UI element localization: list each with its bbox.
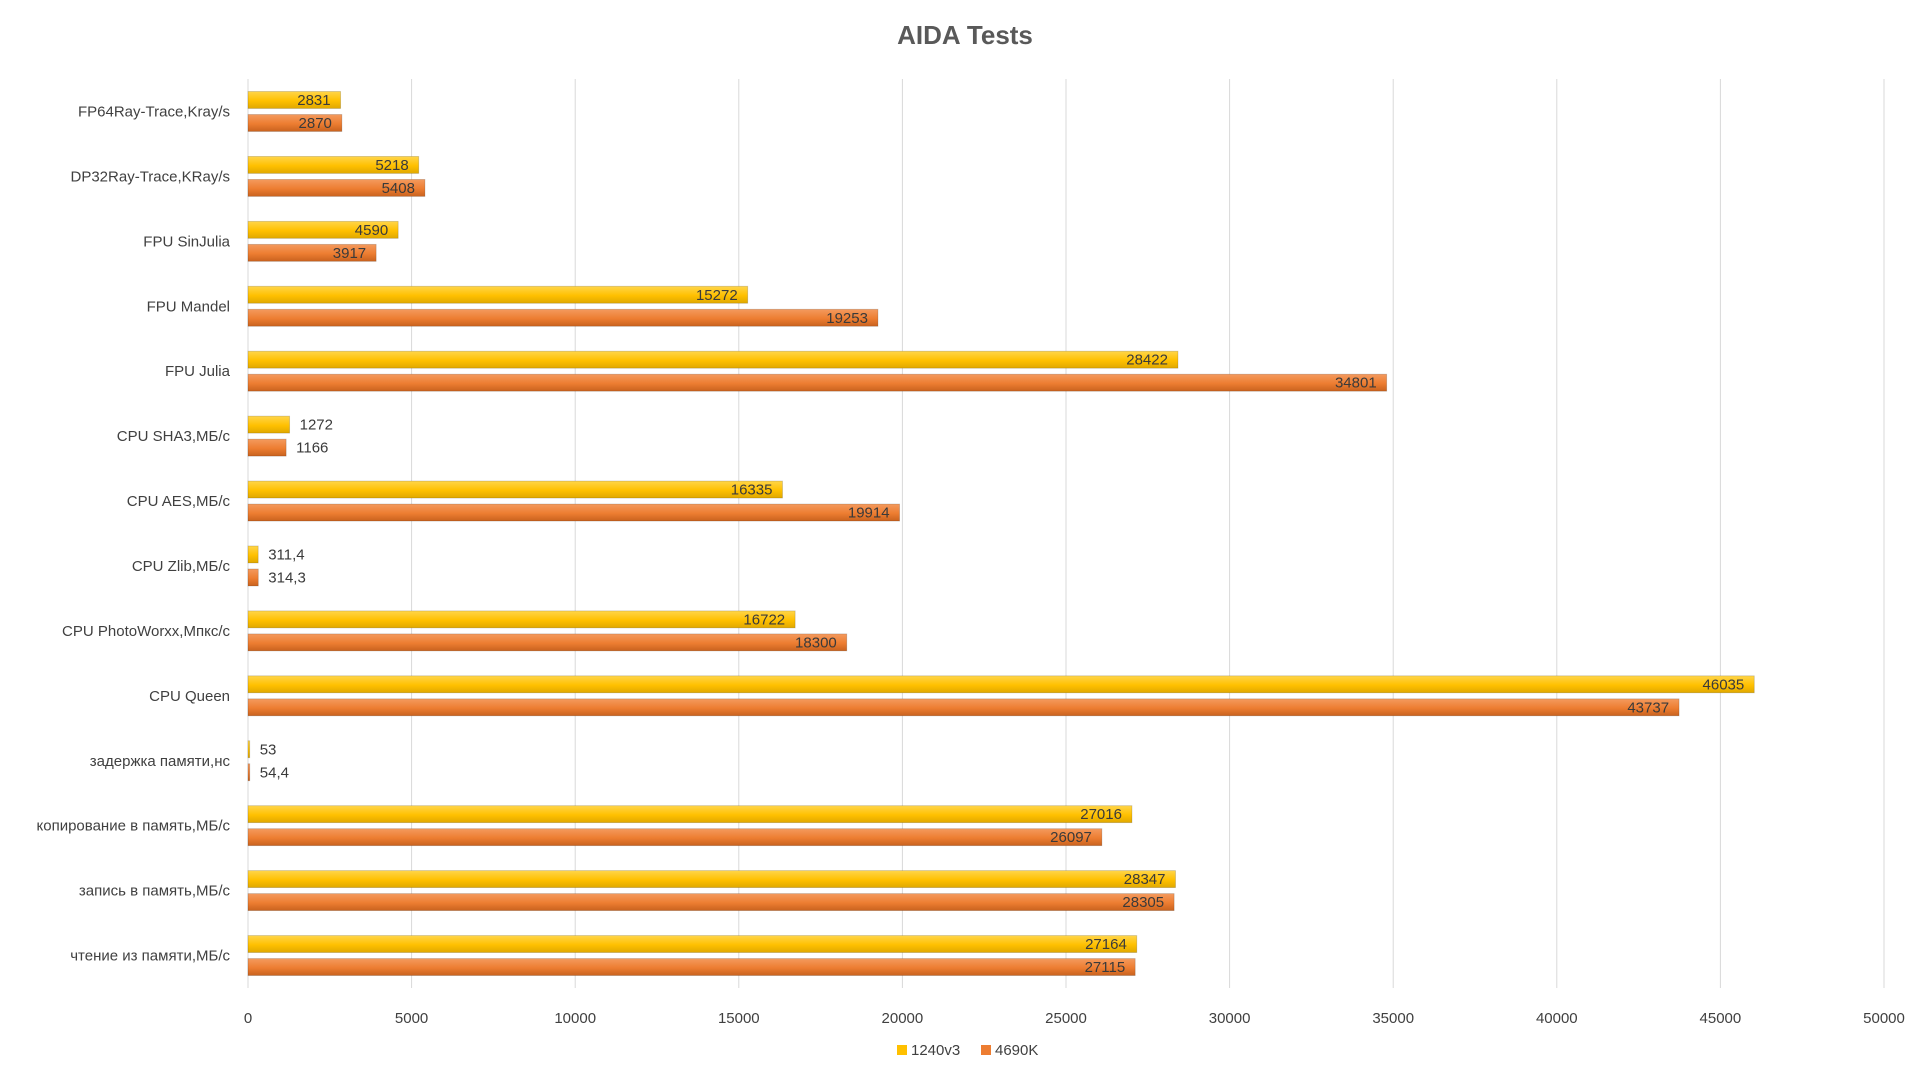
data-label: 2831: [297, 92, 330, 109]
bar-1240v3-2: [247, 220, 399, 239]
legend: 1240v3 4690K: [897, 1042, 1038, 1059]
data-labels: 2831 2870 5218 5408 4590 3917 15272 19253 28422 3…: [260, 92, 1745, 976]
bar-4690K-5: [247, 438, 287, 457]
chart-title: AIDA Tests: [897, 20, 1033, 50]
data-label: 54,4: [260, 764, 289, 781]
bar-1240v3-6: [247, 480, 783, 499]
x-tick-label: 30000: [1209, 1010, 1251, 1027]
gridlines: [247, 79, 1885, 988]
data-label: 16722: [743, 611, 785, 628]
data-label: 2870: [299, 115, 332, 132]
data-label: 34801: [1335, 375, 1377, 392]
data-label: 28422: [1126, 352, 1168, 369]
data-label: 5218: [375, 157, 408, 174]
data-label: 15272: [696, 287, 738, 304]
bar-4690K-13: [247, 958, 1136, 976]
category-label: FP64Ray-Trace,Kray/s: [78, 103, 230, 120]
axes: 0 5000 10000 15000 20000 25000 30000 35000 40000…: [37, 103, 1905, 1027]
bar-4690K-8: [247, 633, 848, 652]
category-label: запись в память,МБ/с: [79, 883, 231, 900]
data-label: 18300: [795, 634, 837, 651]
x-tick-label: 10000: [554, 1010, 596, 1027]
bar-4690K-4: [247, 373, 1388, 392]
x-tick-label: 15000: [718, 1010, 760, 1027]
bar-4690K-1: [247, 178, 426, 197]
data-label: 1272: [300, 417, 333, 434]
x-tick-label: 45000: [1700, 1010, 1742, 1027]
category-label: CPU AES,МБ/с: [127, 493, 231, 510]
x-tick-label: 35000: [1372, 1010, 1414, 1027]
category-label: CPU Zlib,МБ/с: [132, 558, 231, 575]
x-tick-label: 5000: [395, 1010, 428, 1027]
bar-4690K-9: [247, 698, 1680, 717]
bar-1240v3-8: [247, 610, 796, 629]
bar-1240v3-11: [247, 805, 1133, 824]
data-label: 27016: [1080, 806, 1122, 823]
data-label: 46035: [1703, 676, 1745, 693]
bar-1240v3-0: [247, 91, 342, 109]
category-label: задержка памяти,нс: [90, 753, 231, 770]
bar-1240v3-1: [247, 155, 420, 174]
bar-4690K-12: [247, 893, 1175, 912]
category-label: CPU SHA3,МБ/с: [117, 428, 231, 445]
category-label: чтение из памяти,МБ/с: [70, 948, 230, 965]
bar-1240v3-3: [247, 285, 749, 304]
bar-4690K-2: [247, 243, 377, 262]
data-label: 4590: [355, 222, 388, 239]
legend-swatch-4690K: [981, 1045, 991, 1055]
data-label: 3917: [333, 245, 366, 262]
category-label: DP32Ray-Trace,KRay/s: [71, 168, 231, 185]
data-label: 16335: [731, 482, 773, 499]
bar-1240v3-9: [247, 675, 1755, 694]
data-label: 28347: [1124, 871, 1166, 888]
bar-1240v3-4: [247, 350, 1179, 369]
x-tick-label: 50000: [1863, 1010, 1905, 1027]
bar-1240v3-7: [247, 545, 259, 564]
data-label: 43737: [1627, 699, 1669, 716]
bar-1240v3-13: [247, 935, 1138, 953]
bar-1240v3-10: [247, 740, 251, 759]
bar-4690K-3: [247, 308, 879, 327]
bar-4690K-11: [247, 828, 1103, 847]
data-label: 27115: [1085, 959, 1126, 976]
category-label: FPU Mandel: [147, 298, 230, 315]
bar-4690K-0: [247, 114, 343, 132]
data-label: 1166: [296, 440, 328, 457]
x-tick-label: 40000: [1536, 1010, 1578, 1027]
category-label: CPU PhotoWorxx,Мпкс/с: [62, 623, 230, 640]
bar-1240v3-5: [247, 415, 291, 434]
category-label: FPU SinJulia: [143, 233, 230, 250]
data-label: 311,4: [268, 546, 304, 563]
category-label: копирование в память,МБ/с: [37, 818, 231, 835]
x-tick-label: 0: [244, 1010, 252, 1027]
x-tick-label: 25000: [1045, 1010, 1087, 1027]
x-tick-label: 20000: [882, 1010, 924, 1027]
data-label: 19914: [848, 505, 890, 522]
bar-1240v3-12: [247, 870, 1176, 889]
legend-swatch-1240v3: [897, 1045, 907, 1055]
bar-4690K-7: [247, 568, 259, 587]
data-label: 19253: [826, 310, 868, 327]
data-label: 53: [260, 741, 277, 758]
category-label: FPU Julia: [165, 363, 231, 380]
data-label: 5408: [382, 180, 415, 197]
bars: [247, 91, 1755, 976]
data-label: 314,3: [268, 569, 306, 586]
data-label: 28305: [1122, 894, 1164, 911]
data-label: 27164: [1085, 936, 1127, 953]
data-label: 26097: [1050, 829, 1092, 846]
bar-4690K-6: [247, 503, 900, 522]
legend-label: 4690K: [995, 1042, 1038, 1059]
legend-label: 1240v3: [911, 1042, 960, 1059]
category-label: CPU Queen: [149, 688, 230, 705]
bar-4690K-10: [247, 763, 251, 782]
